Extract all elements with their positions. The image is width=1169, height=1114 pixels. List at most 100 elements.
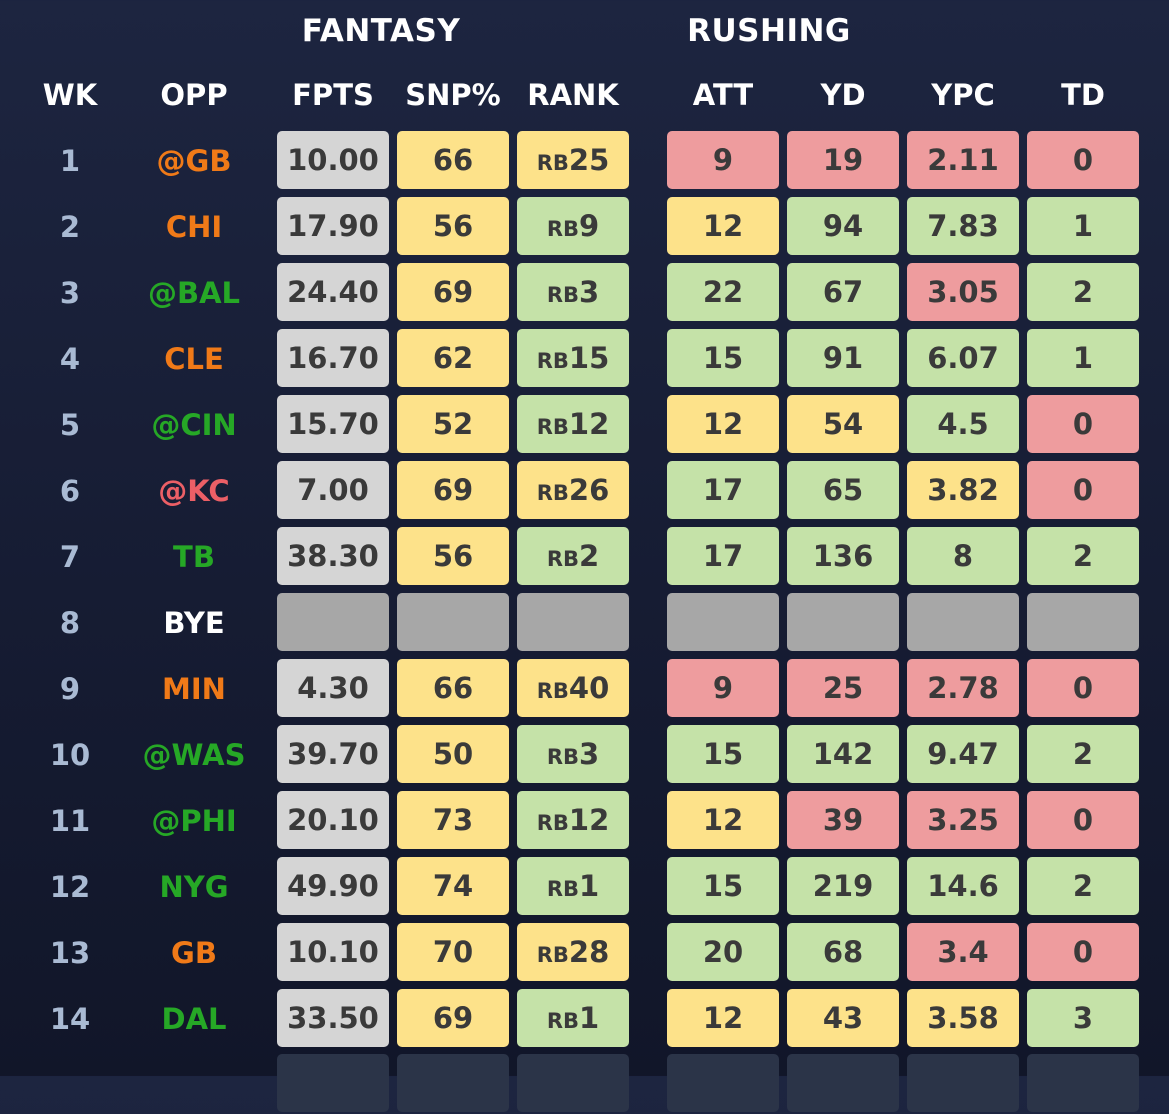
yards-per-carry-cell: 3.4 — [907, 923, 1019, 981]
table-row: 1 @GB 10.00 66 RB25 9 19 2.11 0 — [0, 131, 1169, 191]
rank-number: 12 — [568, 407, 610, 441]
rank-position-prefix: RB — [546, 877, 579, 901]
rank-cell: RB9 — [517, 197, 629, 255]
opponent-cell: TB — [173, 540, 215, 574]
table-row: 8 BYE — [0, 593, 1169, 653]
snap-pct-cell — [397, 593, 509, 651]
yards-cell: 54 — [787, 395, 899, 453]
opponent-cell: @PHI — [151, 804, 237, 838]
rank-number: 2 — [579, 539, 600, 573]
rank-number: 9 — [579, 209, 600, 243]
touchdowns-cell: 0 — [1027, 461, 1139, 519]
table-row: 13 GB 10.10 70 RB28 20 68 3.4 0 — [0, 923, 1169, 983]
fpts-cell: 49.90 — [277, 857, 389, 915]
attempts-cell: 22 — [667, 263, 779, 321]
column-header-att: ATT — [692, 78, 754, 112]
week-cell: 7 — [59, 540, 81, 574]
rank-cell: RB25 — [517, 131, 629, 189]
touchdowns-cell: 0 — [1027, 395, 1139, 453]
yards-cell: 219 — [787, 857, 899, 915]
yards-cell: 39 — [787, 791, 899, 849]
fpts-cell-partial — [277, 1054, 389, 1112]
opponent-cell: @GB — [156, 144, 232, 178]
rank-cell-partial — [517, 1054, 629, 1112]
touchdowns-cell: 1 — [1027, 197, 1139, 255]
yards-cell: 65 — [787, 461, 899, 519]
snap-pct-cell: 66 — [397, 131, 509, 189]
rank-cell: RB12 — [517, 395, 629, 453]
table-row: 7 TB 38.30 56 RB2 17 136 8 2 — [0, 527, 1169, 587]
snap-pct-cell: 70 — [397, 923, 509, 981]
yards-cell: 25 — [787, 659, 899, 717]
week-cell: 1 — [59, 144, 81, 178]
snap-pct-cell: 74 — [397, 857, 509, 915]
opponent-cell: @WAS — [142, 738, 246, 772]
rank-cell: RB1 — [517, 857, 629, 915]
rank-number: 3 — [579, 737, 600, 771]
week-cell: 10 — [49, 738, 91, 772]
rank-position-prefix: RB — [546, 547, 579, 571]
table-row: 9 MIN 4.30 66 RB40 9 25 2.78 0 — [0, 659, 1169, 719]
table-row: 11 @PHI 20.10 73 RB12 12 39 3.25 0 — [0, 791, 1169, 851]
week-cell: 13 — [49, 936, 91, 970]
opponent-cell: @KC — [158, 474, 230, 508]
rank-number: 15 — [568, 341, 610, 375]
attempts-cell: 15 — [667, 857, 779, 915]
opponent-cell: MIN — [162, 672, 226, 706]
rank-number: 28 — [568, 935, 610, 969]
table-row: 5 @CIN 15.70 52 RB12 12 54 4.5 0 — [0, 395, 1169, 455]
yards-per-carry-cell: 14.6 — [907, 857, 1019, 915]
attempts-cell — [667, 593, 779, 651]
rank-position-prefix: RB — [546, 745, 579, 769]
rank-position-prefix: RB — [536, 151, 569, 175]
snap-pct-cell: 69 — [397, 461, 509, 519]
yards-per-carry-cell: 7.83 — [907, 197, 1019, 255]
yards-cell: 94 — [787, 197, 899, 255]
column-header-yd: YD — [820, 78, 866, 112]
rank-cell: RB26 — [517, 461, 629, 519]
week-cell: 9 — [59, 672, 81, 706]
snap-pct-cell: 73 — [397, 791, 509, 849]
fpts-cell: 10.00 — [277, 131, 389, 189]
rank-cell: RB40 — [517, 659, 629, 717]
fpts-cell: 15.70 — [277, 395, 389, 453]
rank-number: 3 — [579, 275, 600, 309]
rank-number: 12 — [568, 803, 610, 837]
attempts-cell: 12 — [667, 791, 779, 849]
yards-per-carry-cell: 8 — [907, 527, 1019, 585]
attempts-cell: 17 — [667, 461, 779, 519]
yards-cell: 136 — [787, 527, 899, 585]
rank-cell: RB3 — [517, 263, 629, 321]
column-header-fpts: FPTS — [292, 78, 374, 112]
column-header-rank: RANK — [527, 78, 619, 112]
table-row: 4 CLE 16.70 62 RB15 15 91 6.07 1 — [0, 329, 1169, 389]
attempts-cell: 12 — [667, 395, 779, 453]
snap-pct-cell: 56 — [397, 197, 509, 255]
snap-pct-cell: 50 — [397, 725, 509, 783]
fpts-cell: 16.70 — [277, 329, 389, 387]
touchdowns-cell: 2 — [1027, 263, 1139, 321]
ypc-cell-partial — [907, 1054, 1019, 1112]
rank-cell: RB15 — [517, 329, 629, 387]
attempts-cell: 9 — [667, 659, 779, 717]
attempts-cell: 9 — [667, 131, 779, 189]
yards-per-carry-cell: 3.25 — [907, 791, 1019, 849]
rank-position-prefix: RB — [546, 283, 579, 307]
attempts-cell: 17 — [667, 527, 779, 585]
touchdowns-cell: 2 — [1027, 527, 1139, 585]
rank-number: 1 — [579, 1001, 600, 1035]
rank-position-prefix: RB — [536, 481, 569, 505]
week-cell: 11 — [49, 804, 91, 838]
fpts-cell: 38.30 — [277, 527, 389, 585]
week-cell: 6 — [59, 474, 81, 508]
touchdowns-cell: 0 — [1027, 791, 1139, 849]
opponent-cell: DAL — [161, 1002, 227, 1036]
yards-per-carry-cell: 2.11 — [907, 131, 1019, 189]
touchdowns-cell: 0 — [1027, 659, 1139, 717]
table-row: 14 DAL 33.50 69 RB1 12 43 3.58 3 — [0, 989, 1169, 1049]
rank-cell — [517, 593, 629, 651]
touchdowns-cell: 0 — [1027, 923, 1139, 981]
snap-pct-cell: 52 — [397, 395, 509, 453]
touchdowns-cell: 2 — [1027, 857, 1139, 915]
attempts-cell: 15 — [667, 329, 779, 387]
